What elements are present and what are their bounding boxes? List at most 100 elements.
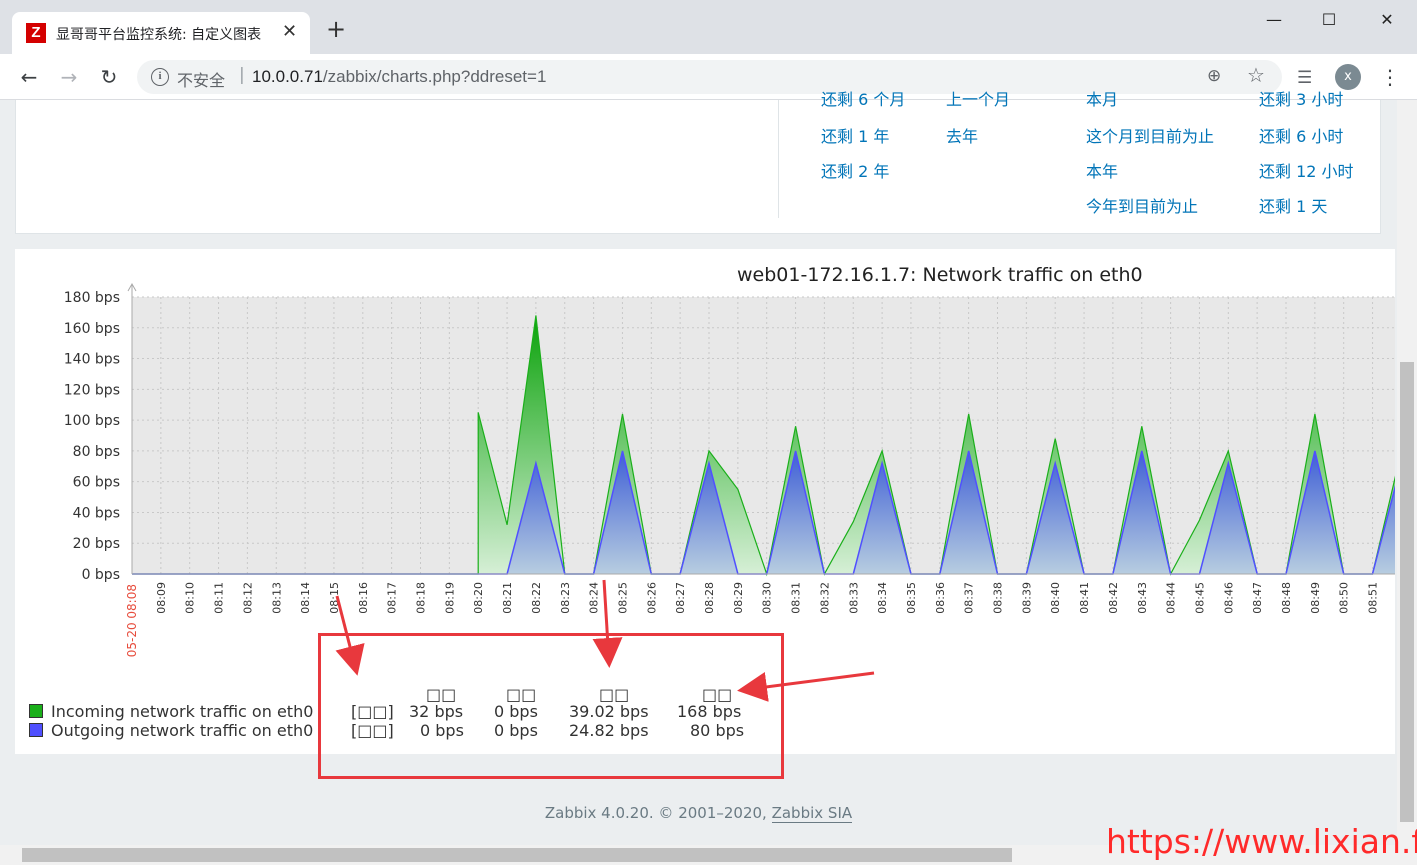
- legend-row-outgoing: Outgoing network traffic on eth0 [□□] 0 …: [29, 721, 789, 740]
- legend-header-avg: □□: [599, 685, 630, 704]
- legend-last: 32 bps: [409, 702, 464, 721]
- x-tick-label: 08:24: [588, 582, 601, 614]
- maximize-icon[interactable]: ☐: [1321, 10, 1337, 29]
- info-icon[interactable]: i: [151, 68, 169, 86]
- x-tick-label: 08:25: [616, 582, 629, 614]
- legend-func: [□□]: [351, 702, 394, 721]
- forward-icon[interactable]: →: [60, 65, 78, 89]
- y-tick-label: 80 bps: [73, 444, 120, 460]
- x-tick-label: 08:09: [155, 582, 168, 614]
- annotation-arrow: [335, 595, 365, 676]
- browser-titlebar: Z 显哥哥平台监控系统: 自定义图表 ✕ + — ☐ ✕: [0, 0, 1417, 54]
- time-link[interactable]: 还剩 6 个月: [821, 90, 906, 109]
- x-tick-label: 08:39: [1020, 582, 1033, 614]
- zabbix-favicon-icon: Z: [26, 23, 46, 43]
- x-tick-label: 08:12: [241, 582, 254, 614]
- y-tick-label: 100 bps: [64, 413, 120, 429]
- x-tick-label: 08:23: [559, 582, 572, 614]
- x-tick-label: 08:13: [270, 582, 283, 614]
- menu-icon[interactable]: ⋮: [1380, 65, 1400, 89]
- avatar[interactable]: x: [1335, 64, 1361, 90]
- time-link[interactable]: 还剩 12 小时: [1259, 162, 1354, 181]
- x-tick-label: 08:27: [674, 582, 687, 614]
- time-link[interactable]: 还剩 2 年: [821, 162, 890, 181]
- x-tick-label: 08:49: [1309, 582, 1322, 614]
- x-tick-label: 08:48: [1280, 582, 1293, 614]
- y-tick-label: 0 bps: [82, 567, 120, 583]
- zoom-icon[interactable]: ⊕: [1207, 66, 1222, 86]
- x-tick-label: 08:33: [847, 582, 860, 614]
- x-start-label: 05-20 08:08: [125, 584, 139, 657]
- security-label[interactable]: 不安全: [177, 71, 226, 90]
- x-tick-label: 08:20: [472, 582, 485, 614]
- tab-title: 显哥哥平台监控系统: 自定义图表: [56, 27, 262, 43]
- x-tick-label: 08:50: [1338, 582, 1351, 614]
- time-link[interactable]: 还剩 1 年: [821, 127, 890, 146]
- y-tick-label: 40 bps: [73, 505, 120, 521]
- legend-series-name: Outgoing network traffic on eth0: [51, 721, 314, 740]
- watermark: https://www.lixian.fun: [1106, 822, 1417, 861]
- x-tick-label: 08:11: [213, 582, 226, 614]
- x-tick-label: 08:51: [1367, 582, 1380, 614]
- x-tick-label: 08:44: [1165, 582, 1178, 614]
- x-tick-label: 08:35: [905, 582, 918, 614]
- browser-toolbar: ← → ↻ i 不安全 | 10.0.0.71/zabbix/charts.ph…: [0, 54, 1417, 100]
- address-bar[interactable]: i 不安全 | 10.0.0.71/zabbix/charts.php?ddre…: [137, 60, 1282, 94]
- url-path: /zabbix/charts.php?ddreset=1: [322, 67, 547, 86]
- bookmark-star-icon[interactable]: ☆: [1247, 63, 1265, 87]
- graph-panel: web01-172.16.1.7: Network traffic on eth…: [15, 249, 1395, 754]
- time-link[interactable]: 还剩 3 小时: [1259, 90, 1344, 109]
- y-tick-label: 120 bps: [64, 382, 120, 398]
- media-control-icon[interactable]: ☰: [1297, 68, 1313, 88]
- x-tick-label: 08:47: [1251, 582, 1264, 614]
- x-tick-label: 08:41: [1078, 582, 1091, 614]
- horizontal-scrollbar[interactable]: [0, 845, 1417, 865]
- y-tick-label: 140 bps: [64, 352, 120, 368]
- time-link[interactable]: 去年: [946, 127, 979, 146]
- legend-swatch-incoming: [29, 704, 43, 718]
- legend-row-incoming: Incoming network traffic on eth0 [□□] 32…: [29, 702, 789, 721]
- time-selector-panel: 还剩 6 个月 还剩 1 年 还剩 2 年 上一个月 去年 本月 这个月到目前为…: [15, 90, 1381, 234]
- x-tick-label: 08:32: [818, 582, 831, 614]
- footer-link[interactable]: Zabbix SIA: [771, 804, 853, 823]
- vertical-scroll-thumb[interactable]: [1400, 362, 1414, 822]
- x-tick-label: 08:28: [703, 582, 716, 614]
- time-link[interactable]: 还剩 1 天: [1259, 197, 1328, 216]
- legend-header-max: □□: [702, 685, 733, 704]
- series-area-outgoing: [132, 450, 1395, 574]
- y-tick-label: 180 bps: [64, 290, 120, 306]
- horizontal-scroll-thumb[interactable]: [22, 848, 1012, 862]
- reload-icon[interactable]: ↻: [100, 65, 118, 89]
- legend-min: 0 bps: [494, 721, 538, 740]
- y-tick-label: 20 bps: [73, 536, 120, 552]
- legend-avg: 24.82 bps: [569, 721, 649, 740]
- x-tick-label: 08:37: [963, 582, 976, 614]
- time-link[interactable]: 今年到目前为止: [1086, 197, 1199, 216]
- y-tick-label: 60 bps: [73, 475, 120, 491]
- time-link[interactable]: 本月: [1086, 90, 1119, 109]
- time-link[interactable]: 上一个月: [946, 90, 1011, 109]
- legend-header-last: □□: [426, 685, 457, 704]
- url-text[interactable]: 10.0.0.71/zabbix/charts.php?ddreset=1: [252, 67, 546, 87]
- minimize-icon[interactable]: —: [1266, 10, 1282, 29]
- new-tab-button[interactable]: +: [326, 15, 347, 43]
- x-tick-label: 08:29: [732, 582, 745, 614]
- x-tick-label: 08:21: [501, 582, 514, 614]
- x-tick-label: 08:43: [1136, 582, 1149, 614]
- close-window-icon[interactable]: ✕: [1380, 10, 1394, 29]
- x-tick-label: 08:46: [1222, 582, 1235, 614]
- back-icon[interactable]: ←: [20, 65, 38, 89]
- legend-max: 168 bps: [677, 702, 742, 721]
- time-link[interactable]: 这个月到目前为止: [1086, 127, 1215, 146]
- footer: Zabbix 4.0.20. © 2001–2020, Zabbix SIA: [0, 804, 1397, 823]
- x-tick-label: 08:31: [790, 582, 803, 614]
- time-link[interactable]: 本年: [1086, 162, 1119, 181]
- series-area-incoming: [132, 315, 1395, 574]
- x-tick-label: 08:40: [1049, 582, 1062, 614]
- vertical-scrollbar[interactable]: [1397, 100, 1417, 845]
- tab-close-icon[interactable]: ✕: [282, 21, 298, 42]
- time-link[interactable]: 还剩 6 小时: [1259, 127, 1344, 146]
- legend-avg: 39.02 bps: [569, 702, 649, 721]
- browser-tab[interactable]: Z 显哥哥平台监控系统: 自定义图表 ✕: [12, 12, 310, 54]
- network-traffic-chart[interactable]: 05-20 08:08 08:09 08:10 08:11 08:12 08:13 08:1…: [15, 249, 1395, 669]
